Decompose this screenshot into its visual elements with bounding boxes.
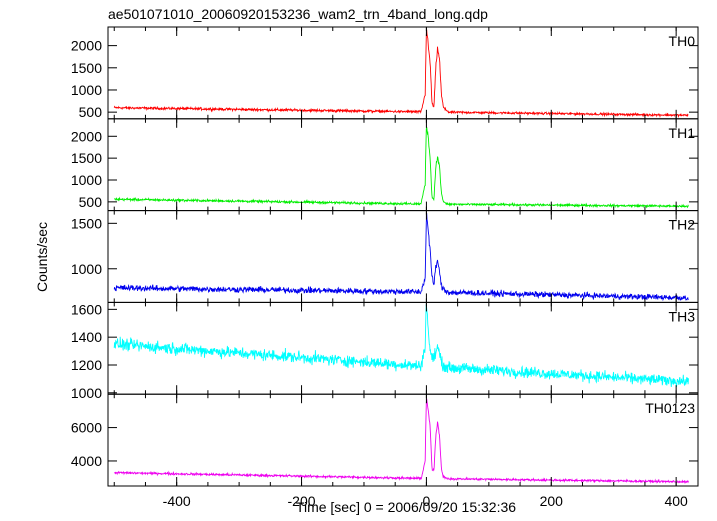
panel-frame (107, 393, 699, 487)
panel-label: TH0 (669, 33, 696, 49)
y-tick-label: 1400 (71, 329, 102, 345)
y-tick-label: 6000 (71, 420, 102, 436)
y-tick-label: 2000 (71, 38, 102, 54)
y-axis-label: Counts/sec (34, 222, 50, 292)
panel-frame (107, 26, 699, 120)
y-tick-label: 2000 (71, 128, 102, 144)
x-tick-label: 400 (664, 493, 688, 509)
panel-th3: 1000 1200 1400 1600 TH3 (71, 301, 699, 401)
series-line-th0123 (113, 398, 689, 485)
panel-label: TH0123 (645, 400, 695, 416)
panel-th1: 500 1000 1500 2000 TH1 (71, 118, 699, 212)
x-tick-label: 200 (540, 493, 564, 509)
y-tick-label: 1000 (71, 172, 102, 188)
y-tick-label: 1500 (71, 60, 102, 76)
panel-th0: 500 1000 1500 2000 TH0 (71, 26, 699, 120)
x-tick-label: -200 (288, 493, 316, 509)
y-tick-label: 1200 (71, 357, 102, 373)
y-tick-label: 1000 (71, 385, 102, 401)
panel-label: TH1 (669, 125, 696, 141)
x-tick-label: -400 (163, 493, 191, 509)
panel-label: TH3 (669, 308, 696, 324)
y-tick-label: 1000 (71, 261, 102, 277)
x-axis-label: Time [sec] 0 = 2006/09/20 15:32:36 (296, 499, 516, 515)
series-line-th3 (113, 303, 689, 388)
panel-label: TH2 (669, 217, 696, 233)
series-line-th2 (113, 213, 689, 302)
series-line-th1 (113, 126, 689, 209)
y-tick-label: 1500 (71, 150, 102, 166)
y-tick-label: 1600 (71, 301, 102, 317)
y-tick-label: 500 (79, 194, 103, 210)
panel-th2: 1000 1500 TH2 (71, 210, 699, 303)
x-tick-label: 0 (423, 493, 431, 509)
y-tick-label: 1000 (71, 82, 102, 98)
chart-title: ae501071010_20060920153236_wam2_trn_4ban… (108, 6, 488, 22)
y-tick-label: 4000 (71, 453, 102, 469)
series-line-th0 (113, 29, 689, 119)
panel-th0123: 4000 6000 TH0123 (71, 393, 699, 487)
y-tick-label: 1500 (71, 215, 102, 231)
y-tick-label: 500 (79, 104, 103, 120)
panel-frame (107, 118, 699, 212)
